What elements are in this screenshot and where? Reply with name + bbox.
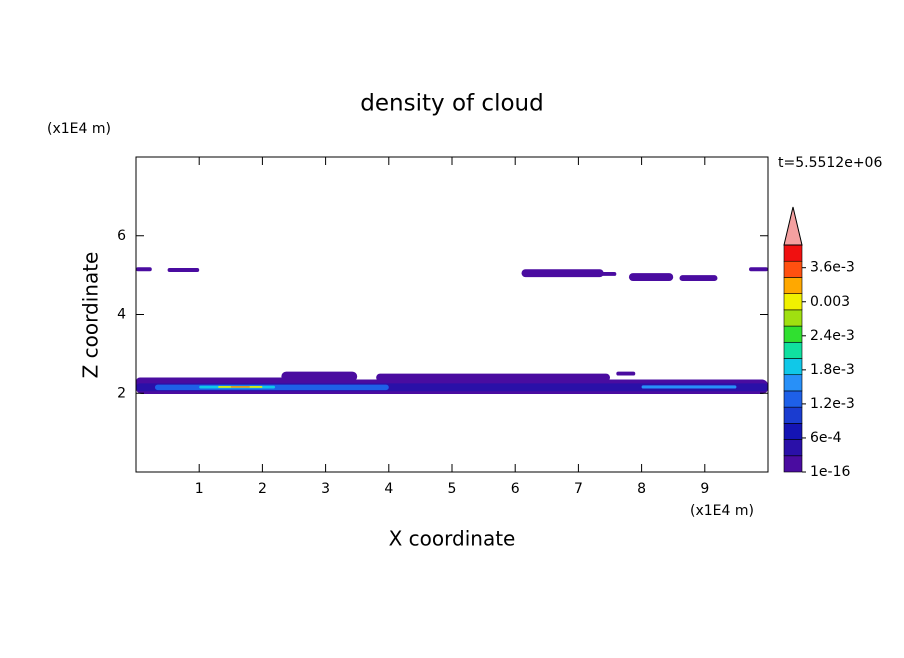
y-unit: (x1E4 m): [47, 121, 111, 137]
x-tick-label: 1: [195, 481, 204, 497]
contour-region: [749, 267, 768, 272]
x-unit: (x1E4 m): [690, 503, 754, 519]
colorbar-band: [783, 455, 803, 473]
x-tick-label: 4: [384, 481, 393, 497]
x-tick-label: 9: [700, 481, 709, 497]
colorbar-band: [783, 439, 803, 457]
colorbar-tick-label: 1e-16: [810, 464, 850, 480]
x-tick-label: 7: [574, 481, 583, 497]
contour-region: [230, 386, 250, 388]
contour-region: [628, 273, 674, 282]
x-tick-label: 3: [321, 481, 330, 497]
plot-frame: [135, 156, 769, 473]
x-tick-label: 5: [448, 481, 457, 497]
contour-region: [616, 371, 636, 376]
colorbar-band: [783, 358, 803, 376]
contour-region: [597, 271, 617, 276]
colorbar-band: [783, 277, 803, 294]
colorbar-tick-label: 1.8e-3: [810, 362, 855, 378]
contour-region: [679, 275, 718, 282]
colorbar-tick-label: 1.2e-3: [810, 396, 855, 412]
colorbar-band: [783, 341, 803, 359]
colorbar-extension: [783, 206, 803, 246]
colorbar-band: [783, 406, 803, 424]
contour-region: [281, 371, 358, 382]
contour-region: [641, 385, 737, 389]
colorbar-band: [783, 390, 803, 408]
colorbar-tick-label: 0.003: [810, 294, 850, 310]
contour-region: [167, 268, 200, 272]
colorbar-band: [783, 260, 803, 278]
colorbar-tick-label: 3.6e-3: [810, 260, 855, 276]
x-axis-label: X coordinate: [389, 527, 516, 551]
y-tick-label: 4: [117, 307, 126, 323]
x-tick-label: 8: [637, 481, 646, 497]
x-tick-label: 6: [511, 481, 520, 497]
colorbar-band: [783, 244, 803, 262]
y-axis-label: Z coordinate: [79, 252, 103, 379]
contour-region: [521, 269, 604, 278]
colorbar-tick-label: 2.4e-3: [810, 328, 855, 344]
y-tick-label: 6: [117, 228, 126, 244]
x-tick-label: 2: [258, 481, 267, 497]
colorbar-band: [783, 423, 803, 440]
colorbar-band: [783, 309, 803, 327]
colorbar-band: [783, 374, 803, 392]
chart-title: density of cloud: [360, 91, 543, 117]
colorbar-band: [783, 293, 803, 311]
colorbar-band: [783, 325, 803, 343]
y-tick-label: 2: [117, 385, 126, 401]
colorbar-tick-label: 6e-4: [810, 430, 842, 446]
contour-region: [136, 267, 152, 272]
time-label: t=5.5512e+06: [778, 155, 882, 171]
